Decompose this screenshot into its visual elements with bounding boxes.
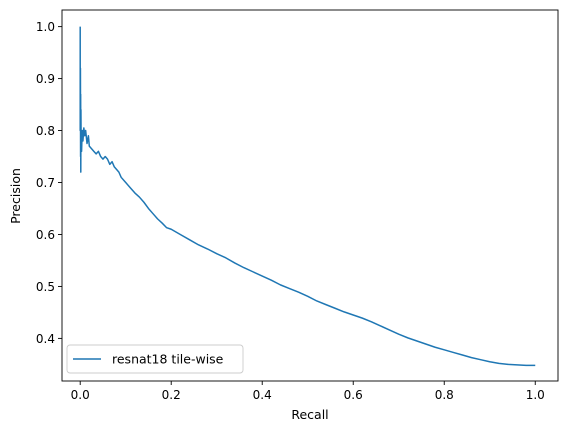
y-axis-ticks: 0.4 0.5 0.6 0.7 0.8 0.9 1.0 [36, 20, 62, 346]
axes-frame [61, 9, 559, 382]
legend-label: resnat18 tile-wise [112, 352, 224, 367]
y-tick-label: 0.5 [36, 280, 55, 294]
x-axis-ticks: 0.0 0.2 0.4 0.6 0.8 1.0 [71, 381, 545, 402]
series-line-0 [79, 26, 536, 367]
x-tick-label: 0.2 [162, 388, 181, 402]
y-tick-label: 0.7 [36, 176, 55, 190]
y-tick-label: 0.9 [36, 72, 55, 86]
x-axis-label: Recall [291, 407, 328, 422]
legend: resnat18 tile-wise [66, 344, 244, 374]
y-tick-label: 0.8 [36, 124, 55, 138]
y-tick-label: 0.4 [36, 332, 55, 346]
x-tick-label: 0.6 [344, 388, 363, 402]
y-tick-label: 1.0 [36, 20, 55, 34]
x-tick-label: 0.8 [435, 388, 454, 402]
legend-box [66, 344, 244, 374]
y-tick-label: 0.6 [36, 228, 55, 242]
x-tick-label: 0.4 [253, 388, 272, 402]
x-tick-label: 0.0 [71, 388, 90, 402]
data-layer [79, 26, 536, 367]
y-axis-label: Precision [8, 168, 23, 224]
x-tick-label: 1.0 [526, 388, 545, 402]
